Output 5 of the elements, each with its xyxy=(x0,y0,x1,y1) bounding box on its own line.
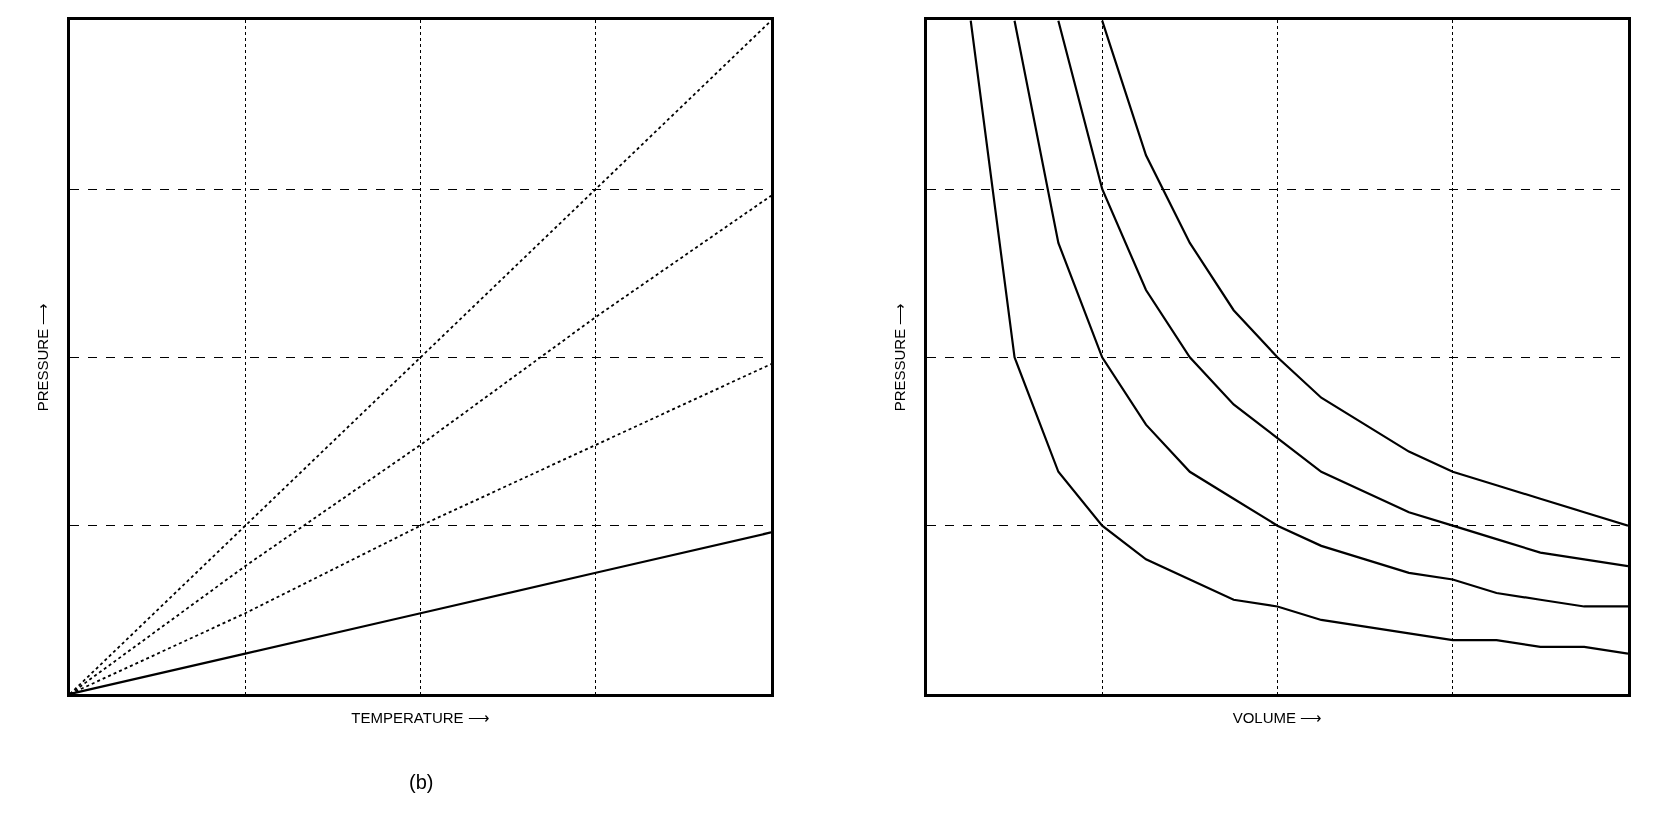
y-axis-title: PRESSURE ⟶ xyxy=(34,302,52,412)
y-axis-title: PRESSURE ⟶ xyxy=(891,302,909,412)
x-axis-title: VOLUME ⟶ xyxy=(1232,709,1323,727)
x-axis-title: TEMPERATURE ⟶ xyxy=(351,709,490,727)
text: (b) xyxy=(409,771,434,793)
